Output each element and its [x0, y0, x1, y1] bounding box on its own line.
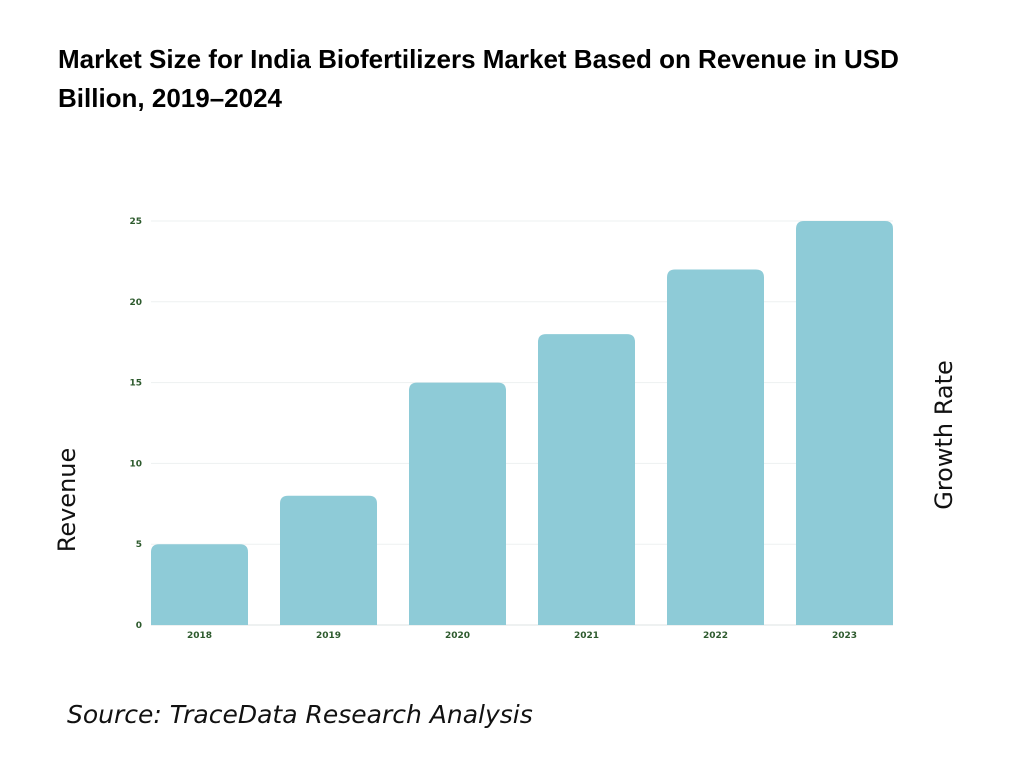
bar — [280, 495, 377, 625]
bar — [538, 334, 635, 625]
bar — [796, 221, 893, 625]
bar — [667, 269, 764, 625]
y-tick-label: 25 — [129, 217, 142, 227]
x-tick-label: 2021 — [574, 631, 599, 641]
y-tick-label: 5 — [136, 540, 142, 550]
x-tick-label: 2019 — [316, 631, 341, 641]
x-tick-label: 2018 — [187, 631, 212, 641]
x-tick-label: 2023 — [832, 631, 857, 641]
y-tick-label: 15 — [129, 379, 142, 389]
x-tick-label: 2020 — [445, 631, 470, 641]
source-note: Source: TraceData Research Analysis — [67, 700, 533, 729]
y-tick-label: 20 — [129, 298, 142, 308]
x-tick-label: 2022 — [703, 631, 728, 641]
bar — [151, 544, 248, 625]
chart-title: Market Size for India Biofertilizers Mar… — [58, 44, 899, 113]
y-tick-label: 0 — [136, 621, 142, 631]
bar — [409, 382, 506, 625]
y-tick-label: 10 — [129, 459, 142, 469]
